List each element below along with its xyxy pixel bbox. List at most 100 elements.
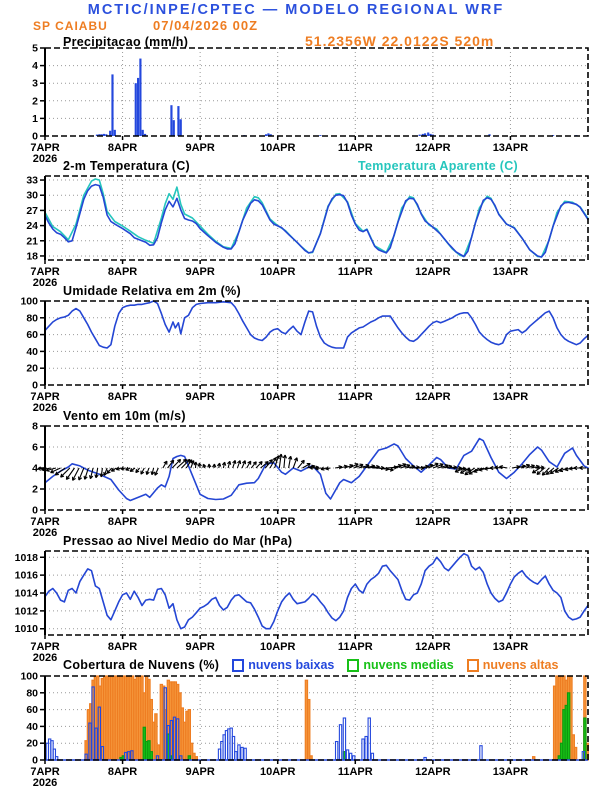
svg-text:1018: 1018: [15, 552, 39, 564]
svg-text:100: 100: [20, 671, 38, 683]
svg-text:0: 0: [32, 505, 38, 517]
svg-text:80: 80: [26, 687, 38, 699]
pressure-title: Pressao ao Nivel Medio do Mar (hPa): [63, 534, 293, 548]
svg-text:12APR: 12APR: [415, 516, 451, 528]
svg-text:10APR: 10APR: [260, 516, 296, 528]
svg-text:80: 80: [26, 312, 38, 324]
svg-text:30: 30: [26, 190, 38, 202]
svg-text:11APR: 11APR: [338, 142, 373, 154]
svg-text:8APR: 8APR: [108, 641, 137, 653]
svg-text:1: 1: [32, 113, 38, 125]
svg-text:40: 40: [26, 721, 38, 733]
svg-text:11APR: 11APR: [338, 641, 373, 653]
svg-text:2026: 2026: [33, 777, 57, 789]
svg-text:33: 33: [26, 175, 38, 187]
svg-text:9APR: 9APR: [185, 516, 214, 528]
svg-text:8APR: 8APR: [108, 766, 137, 778]
svg-text:100: 100: [20, 296, 38, 308]
svg-text:7APR: 7APR: [30, 766, 59, 778]
legend-nuvens-medias: nuvens medias: [347, 658, 454, 672]
svg-text:6: 6: [32, 442, 38, 454]
svg-text:9APR: 9APR: [185, 142, 214, 154]
svg-text:12APR: 12APR: [415, 142, 451, 154]
humidity-title: Umidade Relativa em 2m (%): [63, 284, 241, 298]
svg-text:2: 2: [32, 484, 38, 496]
precipitation-title: Precipitacao (mm/h): [63, 35, 189, 49]
svg-text:7APR: 7APR: [30, 641, 59, 653]
svg-text:2026: 2026: [33, 153, 57, 165]
svg-text:18: 18: [26, 250, 38, 262]
svg-text:0: 0: [32, 380, 38, 392]
svg-text:2026: 2026: [33, 402, 57, 414]
svg-text:10APR: 10APR: [260, 766, 296, 778]
svg-text:60: 60: [26, 704, 38, 716]
svg-text:21: 21: [26, 235, 38, 247]
svg-text:10APR: 10APR: [260, 641, 296, 653]
svg-text:2026: 2026: [33, 277, 57, 289]
svg-text:9APR: 9APR: [185, 766, 214, 778]
mid-clouds-legend-swatch-icon: [347, 658, 360, 672]
svg-text:8APR: 8APR: [108, 266, 137, 278]
wind-chart: 0 2 4 6 8 7APR 8APR 9APR 10APR 11APR 12APR 13APR 202…: [30, 421, 589, 539]
svg-text:24: 24: [26, 220, 38, 232]
svg-text:12APR: 12APR: [415, 641, 451, 653]
svg-text:8APR: 8APR: [108, 516, 137, 528]
svg-text:13APR: 13APR: [493, 641, 529, 653]
svg-text:1010: 1010: [15, 623, 39, 635]
station-label: SP CAIABU: [33, 19, 108, 33]
svg-text:20: 20: [26, 738, 38, 750]
svg-text:11APR: 11APR: [338, 766, 373, 778]
svg-text:7APR: 7APR: [30, 391, 59, 403]
svg-text:1016: 1016: [15, 570, 39, 582]
svg-text:12APR: 12APR: [415, 266, 451, 278]
svg-text:13APR: 13APR: [493, 266, 529, 278]
high-clouds-legend-swatch-icon: [466, 658, 479, 672]
svg-text:5: 5: [32, 43, 38, 55]
pressure-chart: 1010 1012 1014 1016 1018 7APR 8APR 9APR 10APR 11A…: [15, 550, 589, 664]
svg-text:4: 4: [32, 60, 38, 72]
legend-nuvens-altas: nuvens altas: [466, 658, 558, 672]
svg-text:20: 20: [26, 363, 38, 375]
app-title: MCTIC/INPE/CPTEC — MODELO REGIONAL WRF: [87, 2, 505, 18]
temperature-chart: 18 21 24 27 30 33 7APR 8APR 9APR 10APR 11APR 12APR 1…: [26, 175, 589, 289]
svg-text:2: 2: [32, 95, 38, 107]
svg-text:4: 4: [32, 463, 38, 475]
svg-text:11APR: 11APR: [338, 391, 373, 403]
humidity-chart: 0 20 40 60 80 100 7APR 8APR 9APR 10APR 11APR 12APR 1…: [20, 296, 589, 414]
svg-text:1014: 1014: [15, 588, 39, 600]
legend-nuvens-baixas: nuvens baixas: [232, 658, 334, 672]
clouds-title-row: Cobertura de Nuvens (%) nuvens baixas nu…: [63, 658, 558, 672]
run-datetime-label: 07/04/2026 00Z: [153, 18, 259, 33]
svg-text:1012: 1012: [15, 605, 39, 617]
svg-text:13APR: 13APR: [493, 391, 529, 403]
svg-text:0: 0: [32, 131, 38, 143]
svg-text:12APR: 12APR: [415, 766, 451, 778]
svg-text:8APR: 8APR: [108, 391, 137, 403]
wind-title: Vento em 10m (m/s): [63, 409, 186, 423]
svg-text:9APR: 9APR: [185, 391, 214, 403]
svg-text:11APR: 11APR: [338, 516, 373, 528]
svg-text:8APR: 8APR: [108, 142, 137, 154]
svg-text:13APR: 13APR: [493, 766, 529, 778]
svg-text:11APR: 11APR: [338, 266, 373, 278]
svg-text:8: 8: [32, 421, 38, 433]
coordinates-label: 51.2356W 22.0122S 520m: [305, 33, 495, 49]
svg-text:7APR: 7APR: [30, 516, 59, 528]
svg-text:7APR: 7APR: [30, 142, 59, 154]
svg-text:0: 0: [32, 755, 38, 767]
svg-text:10APR: 10APR: [260, 142, 296, 154]
clouds-title: Cobertura de Nuvens (%): [63, 658, 220, 672]
clouds-chart: 0 20 40 60 80 100 7APR 8APR 9APR 10APR 11APR 12APR 1…: [20, 671, 589, 789]
temperature-title: 2-m Temperatura (C): [63, 159, 191, 173]
precipitation-chart: 0 1 2 3 4 5 7APR 8APR 9APR 10APR 11APR 12APR 13APR 20…: [30, 43, 589, 165]
svg-text:12APR: 12APR: [415, 391, 451, 403]
apparent-temperature-title: Temperatura Aparente (C): [358, 159, 519, 173]
svg-text:40: 40: [26, 346, 38, 358]
svg-text:13APR: 13APR: [493, 142, 529, 154]
svg-text:2026: 2026: [33, 527, 57, 539]
svg-text:10APR: 10APR: [260, 266, 296, 278]
svg-text:9APR: 9APR: [185, 641, 214, 653]
svg-text:13APR: 13APR: [493, 516, 529, 528]
svg-text:3: 3: [32, 78, 38, 90]
